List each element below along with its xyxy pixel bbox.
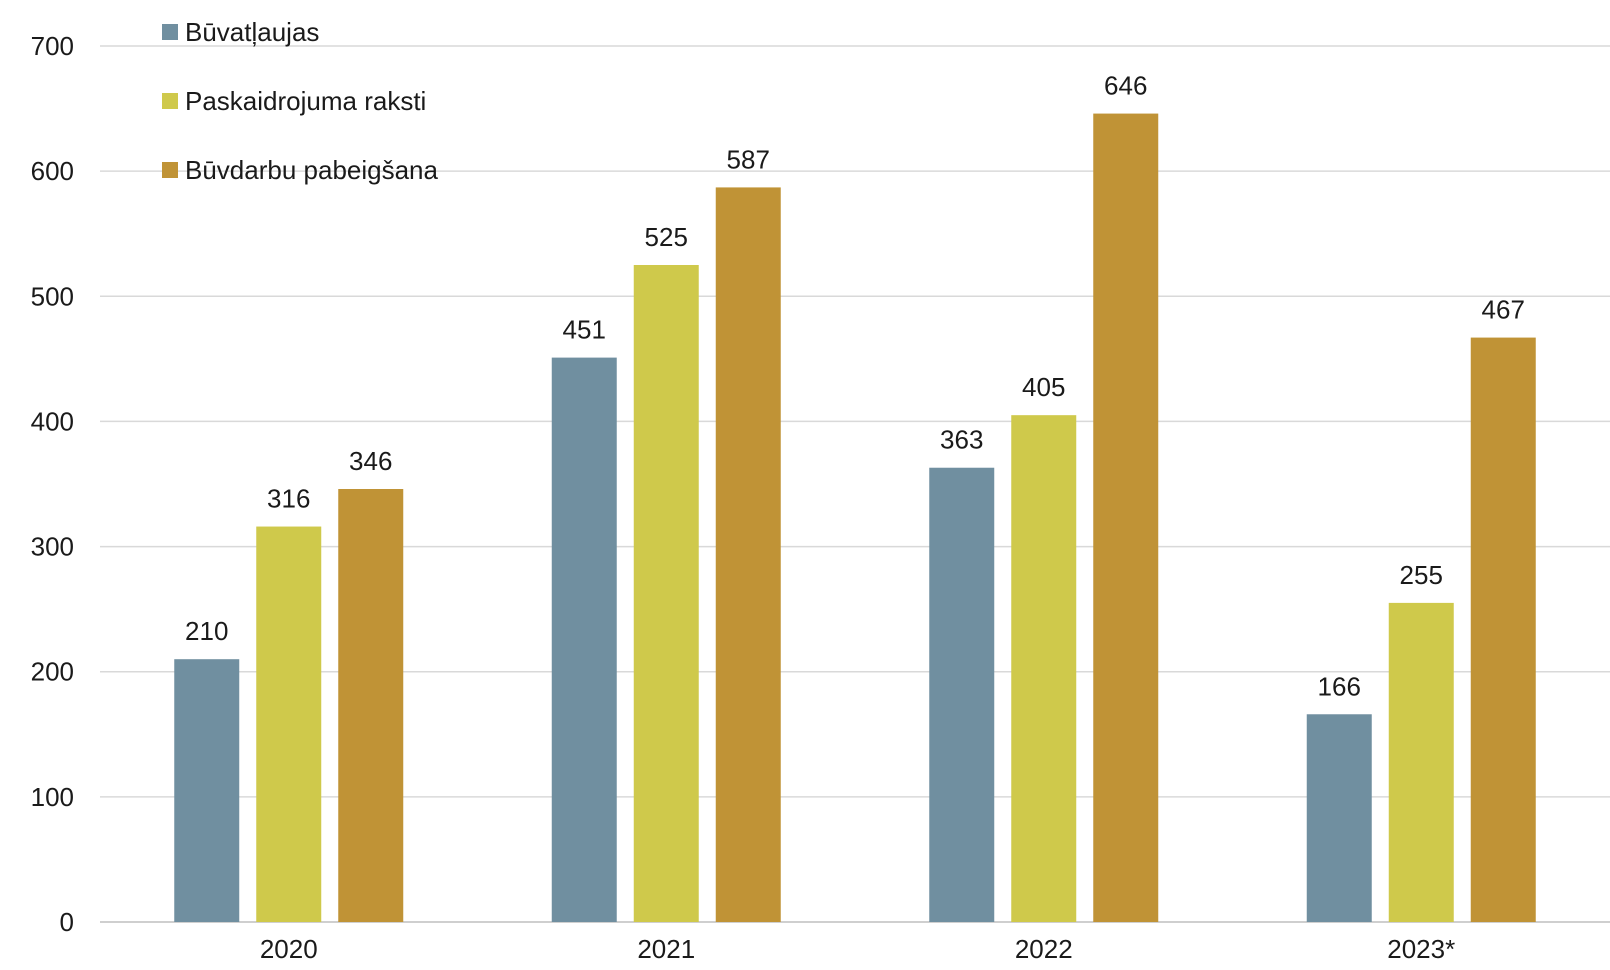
y-tick-label: 200 <box>31 657 74 687</box>
bar <box>1388 602 1454 922</box>
legend-label: Būvatļaujas <box>185 17 319 47</box>
data-label: 363 <box>940 425 983 455</box>
legend-label: Paskaidrojuma raksti <box>185 86 426 116</box>
legend: Būvatļaujas Paskaidrojuma raksti Būvdarbu … <box>162 17 439 185</box>
y-tick-label: 600 <box>31 156 74 186</box>
bar <box>929 467 995 922</box>
legend-swatch <box>162 162 178 178</box>
data-label: 255 <box>1400 560 1443 590</box>
bars <box>174 113 1536 922</box>
x-axis-ticks: 2020 2021 2022 2023* <box>260 934 1455 964</box>
data-labels: 210 316 346 451 525 587 363 405 646 166 255 467 <box>185 71 1525 702</box>
bar <box>174 659 240 922</box>
bar <box>1306 714 1372 922</box>
data-label: 587 <box>727 144 770 174</box>
data-label: 166 <box>1318 671 1361 701</box>
y-tick-label: 500 <box>31 281 74 311</box>
bar <box>1470 337 1536 922</box>
data-label: 316 <box>267 484 310 514</box>
bar <box>1011 415 1077 922</box>
x-tick-label: 2021 <box>637 934 695 964</box>
bar <box>551 357 617 922</box>
data-label: 525 <box>645 222 688 252</box>
y-tick-label: 400 <box>31 406 74 436</box>
data-label: 451 <box>563 315 606 345</box>
x-tick-label: 2022 <box>1015 934 1073 964</box>
data-label: 346 <box>349 446 392 476</box>
y-tick-label: 0 <box>60 907 74 937</box>
data-label: 405 <box>1022 372 1065 402</box>
y-tick-label: 700 <box>31 31 74 61</box>
y-tick-label: 300 <box>31 532 74 562</box>
y-tick-label: 100 <box>31 782 74 812</box>
legend-label: Būvdarbu pabeigšana <box>185 155 439 185</box>
bar <box>338 489 404 922</box>
data-label: 210 <box>185 616 228 646</box>
legend-swatch <box>162 24 178 40</box>
data-label: 467 <box>1482 295 1525 325</box>
legend-swatch <box>162 93 178 109</box>
data-label: 646 <box>1104 71 1147 101</box>
bar <box>633 265 699 922</box>
y-axis-ticks: 0 100 200 300 400 500 600 700 <box>31 31 74 937</box>
bar <box>715 187 781 922</box>
x-tick-label: 2020 <box>260 934 318 964</box>
bar <box>1093 113 1159 922</box>
bar <box>256 526 322 922</box>
x-tick-label: 2023* <box>1387 934 1455 964</box>
